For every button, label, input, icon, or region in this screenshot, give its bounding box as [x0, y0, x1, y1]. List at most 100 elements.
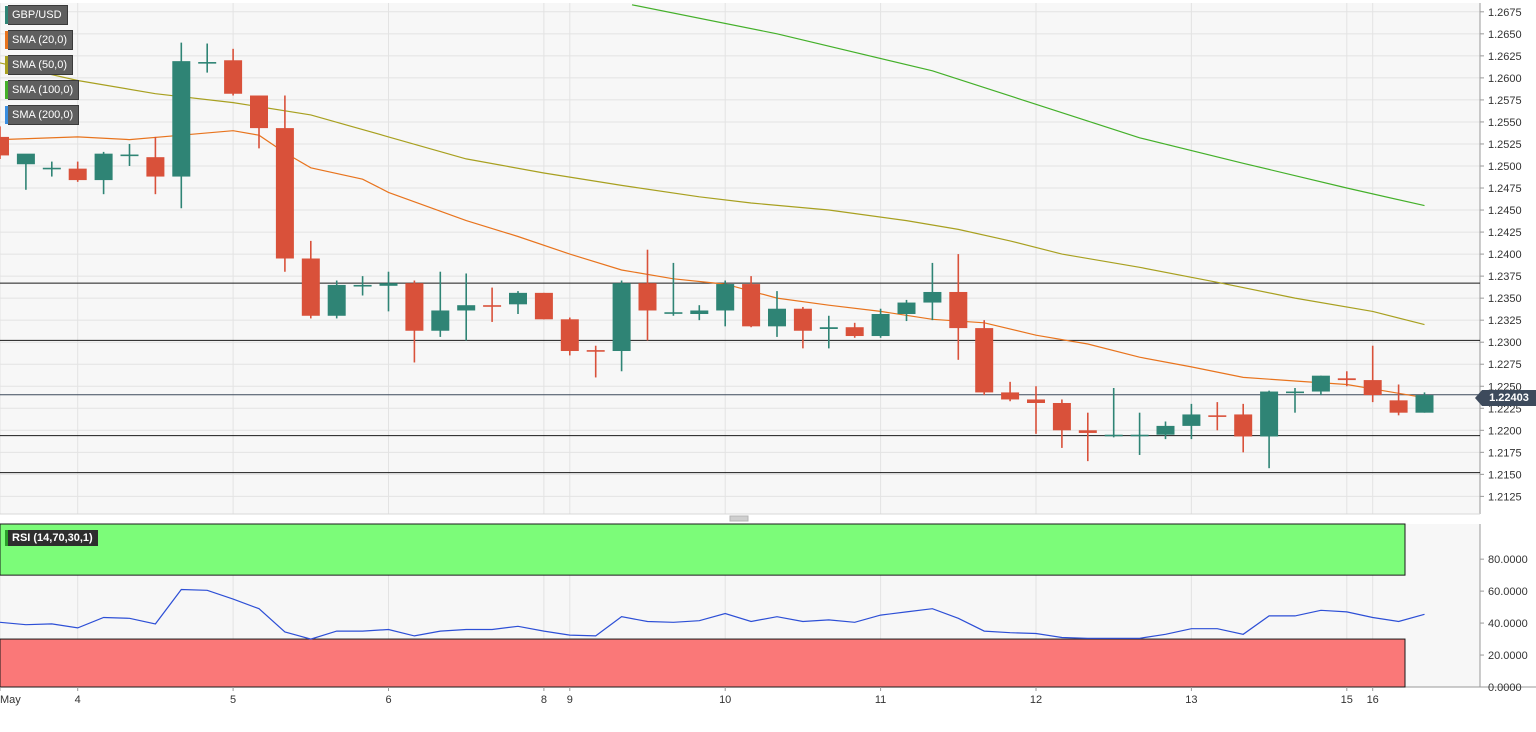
candle-body[interactable] — [664, 312, 683, 314]
candle-body[interactable] — [250, 95, 268, 129]
legend-sma20-label: SMA (20,0) — [8, 30, 74, 50]
price-tick-label: 1.2550 — [1488, 117, 1522, 129]
rsi-tick-label: 40.0000 — [1488, 618, 1528, 630]
candle-body[interactable] — [301, 258, 320, 316]
candle-body[interactable] — [353, 284, 372, 287]
candle-body[interactable] — [871, 314, 890, 337]
candle-body[interactable] — [638, 283, 657, 311]
candle-body[interactable] — [845, 327, 864, 337]
candle-body[interactable] — [742, 284, 761, 327]
price-tick-label: 1.2425 — [1488, 227, 1522, 239]
candle-body[interactable] — [1260, 391, 1279, 437]
candle-body[interactable] — [586, 350, 605, 352]
candle-body[interactable] — [1337, 378, 1356, 381]
candle-body[interactable] — [690, 310, 709, 315]
indicator-legend: GBP/USD SMA (20,0) SMA (50,0) SMA (100,0… — [5, 5, 80, 130]
candle-body[interactable] — [1078, 430, 1097, 433]
legend-sma100-label: SMA (100,0) — [8, 80, 80, 100]
x-tick-label: May — [0, 694, 21, 706]
candle-body[interactable] — [716, 284, 735, 311]
price-tick-label: 1.2400 — [1488, 249, 1522, 261]
candle-body[interactable] — [120, 154, 139, 157]
candle-body[interactable] — [42, 167, 61, 170]
x-tick-label: 13 — [1185, 694, 1197, 706]
candle-body[interactable] — [405, 283, 424, 331]
legend-symbol-swatch — [5, 6, 8, 24]
candle-body[interactable] — [509, 292, 527, 305]
price-tick-label: 1.2350 — [1488, 293, 1522, 305]
candle-body[interactable] — [923, 291, 942, 303]
rsi-overbought-zone — [0, 523, 1406, 576]
candle-body[interactable] — [1104, 434, 1123, 437]
legend-sma20[interactable]: SMA (20,0) — [5, 30, 79, 50]
candle-body[interactable] — [16, 153, 35, 165]
candle-body[interactable] — [793, 308, 812, 331]
candle-body[interactable] — [198, 62, 217, 64]
candle-body[interactable] — [1389, 400, 1408, 413]
x-tick-label: 15 — [1341, 694, 1353, 706]
price-tick-label: 1.2675 — [1488, 7, 1522, 19]
candle-body[interactable] — [1001, 392, 1020, 400]
price-tick-label: 1.2225 — [1488, 403, 1522, 415]
candle-body[interactable] — [1130, 434, 1149, 437]
candle-body[interactable] — [897, 302, 916, 315]
sma20-line — [0, 130, 1425, 399]
candle-body[interactable] — [224, 60, 243, 94]
candle-body[interactable] — [1311, 375, 1330, 392]
x-tick-label: 6 — [385, 694, 391, 706]
x-tick-label: 10 — [719, 694, 731, 706]
candle-body[interactable] — [483, 305, 502, 307]
candle-body[interactable] — [1286, 391, 1304, 394]
candle-body[interactable] — [431, 310, 450, 331]
candle-body[interactable] — [0, 136, 9, 156]
x-tick-label: 8 — [541, 694, 547, 706]
legend-sma100[interactable]: SMA (100,0) — [5, 80, 80, 100]
rsi-tick-label: 20.0000 — [1488, 650, 1528, 662]
legend-sma200-swatch — [5, 106, 8, 124]
candle-body[interactable] — [1415, 395, 1434, 413]
rsi-tick-label: 80.0000 — [1488, 554, 1528, 566]
candle-body[interactable] — [457, 305, 476, 311]
candle-body[interactable] — [975, 328, 994, 393]
price-plot-area[interactable] — [0, 3, 1480, 514]
x-tick-label: 16 — [1367, 694, 1379, 706]
candle-body[interactable] — [1208, 415, 1227, 417]
candle-body[interactable] — [327, 284, 346, 316]
candle-body[interactable] — [1027, 399, 1045, 403]
candle-body[interactable] — [172, 61, 191, 177]
candle-body[interactable] — [560, 319, 579, 352]
last-price-tag: 1.22403 — [1475, 390, 1536, 406]
x-tick-label: 5 — [230, 694, 236, 706]
price-tick-label: 1.2375 — [1488, 271, 1522, 283]
candle-body[interactable] — [146, 157, 165, 177]
price-tick-label: 1.2575 — [1488, 95, 1522, 107]
candle-body[interactable] — [1156, 425, 1175, 435]
candle-body[interactable] — [68, 168, 87, 181]
legend-sma50-swatch — [5, 56, 8, 74]
legend-symbol[interactable]: GBP/USD — [5, 5, 79, 25]
rsi-legend-swatch — [5, 530, 8, 546]
candle-body[interactable] — [1052, 402, 1071, 431]
candle-body[interactable] — [612, 283, 631, 352]
candle-body[interactable] — [379, 283, 398, 286]
legend-sma200[interactable]: SMA (200,0) — [5, 105, 80, 125]
candle-body[interactable] — [1234, 414, 1253, 437]
candle-body[interactable] — [534, 292, 553, 320]
rsi-legend[interactable]: RSI (14,70,30,1) — [5, 530, 98, 546]
candle-body[interactable] — [819, 327, 838, 329]
candle-body[interactable] — [1182, 414, 1201, 426]
price-tick-label: 1.2625 — [1488, 51, 1522, 63]
candle-body[interactable] — [1363, 380, 1382, 396]
pane-resize-handle[interactable] — [729, 515, 749, 522]
candle-body[interactable] — [949, 291, 968, 329]
x-tick-label: 4 — [75, 694, 81, 706]
candle-body[interactable] — [768, 308, 786, 327]
legend-sma200-label: SMA (200,0) — [8, 105, 80, 125]
legend-sma50[interactable]: SMA (50,0) — [5, 55, 79, 75]
candle-body[interactable] — [94, 153, 113, 181]
price-tick-label: 1.2650 — [1488, 29, 1522, 41]
candle-body[interactable] — [275, 128, 294, 259]
price-tick-label: 1.2125 — [1488, 491, 1522, 503]
